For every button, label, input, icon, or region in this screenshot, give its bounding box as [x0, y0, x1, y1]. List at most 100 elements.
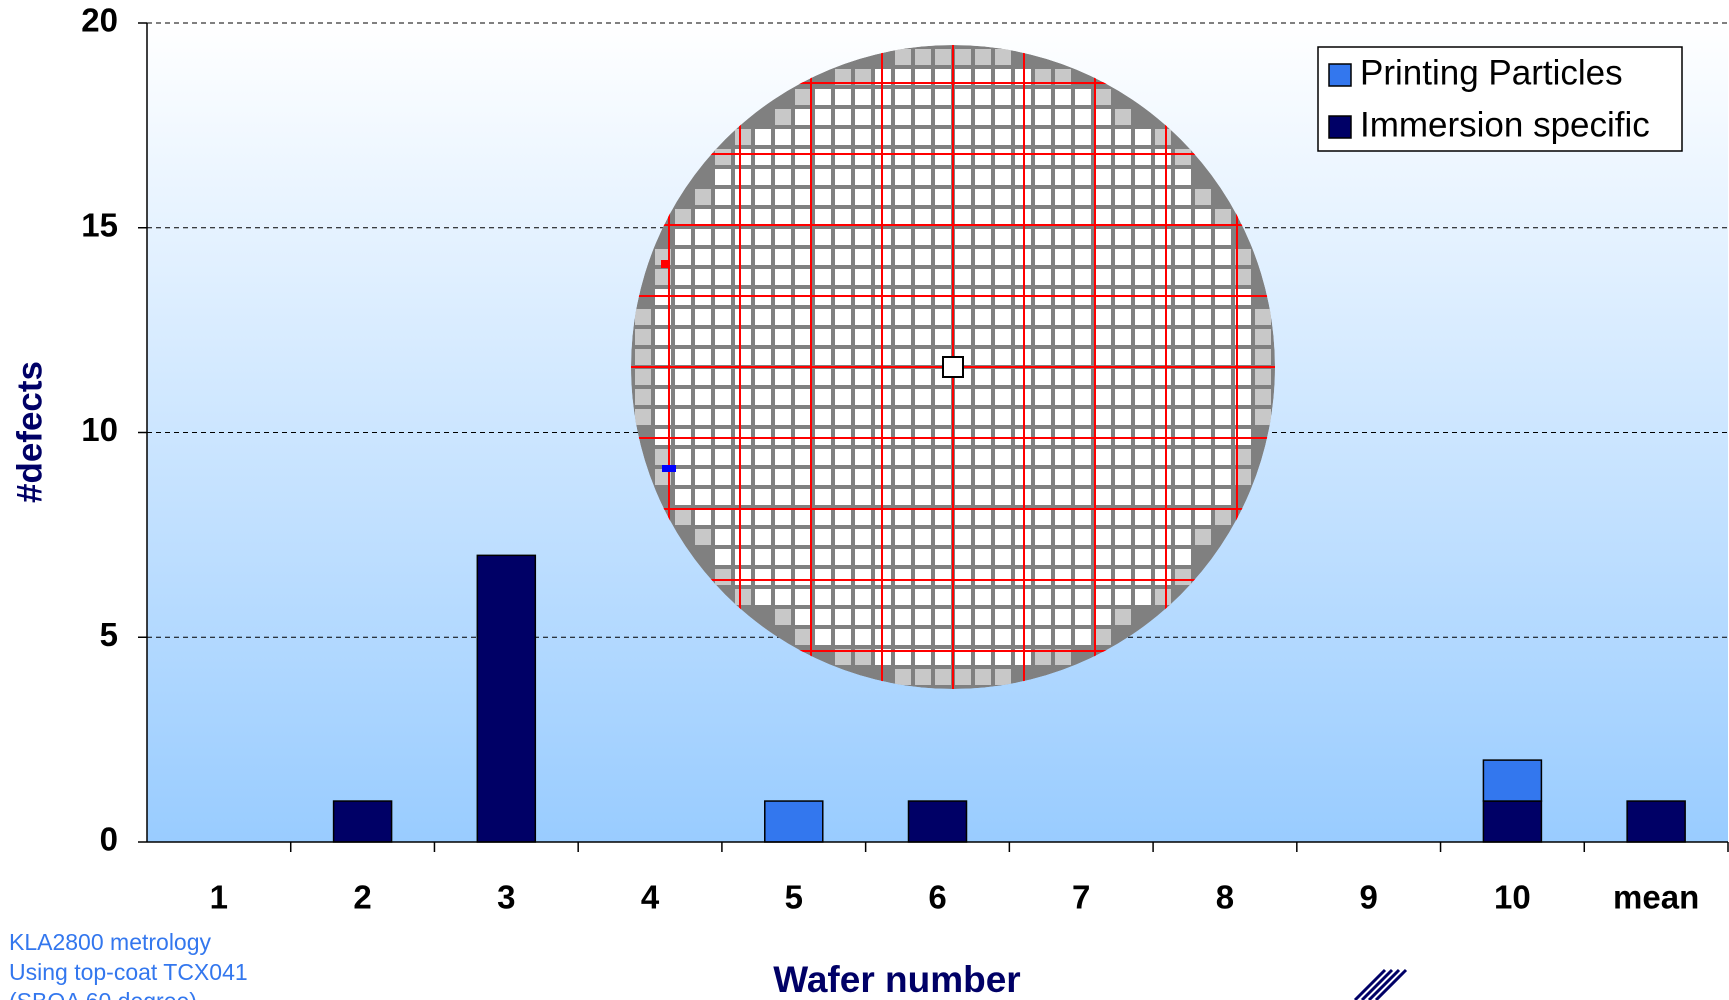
x-tick-label: 2: [353, 879, 371, 916]
die: [675, 269, 691, 285]
die: [1215, 309, 1231, 325]
die: [1035, 149, 1051, 165]
die: [1195, 489, 1211, 505]
die: [795, 469, 811, 485]
die: [1155, 449, 1171, 465]
die-edge: [1155, 129, 1171, 145]
die: [1095, 369, 1111, 385]
die: [735, 329, 751, 345]
die: [995, 169, 1011, 185]
die: [795, 109, 811, 125]
die: [935, 569, 951, 585]
die: [995, 489, 1011, 505]
die: [775, 509, 791, 525]
die: [695, 449, 711, 465]
die: [1075, 369, 1091, 385]
die: [935, 249, 951, 265]
die: [835, 189, 851, 205]
die: [1035, 349, 1051, 365]
die-edge: [995, 669, 1011, 685]
die-edge: [775, 609, 791, 625]
die: [715, 449, 731, 465]
die: [795, 129, 811, 145]
die: [775, 409, 791, 425]
die: [755, 509, 771, 525]
die: [735, 149, 751, 165]
die: [715, 209, 731, 225]
die: [755, 249, 771, 265]
die: [755, 169, 771, 185]
die: [995, 269, 1011, 285]
die: [1195, 369, 1211, 385]
die: [835, 409, 851, 425]
die: [1035, 389, 1051, 405]
die: [815, 309, 831, 325]
die: [755, 129, 771, 145]
die: [1115, 309, 1131, 325]
die: [955, 449, 971, 465]
die: [1055, 89, 1071, 105]
die: [1175, 409, 1191, 425]
die: [1155, 169, 1171, 185]
x-tick-label: 4: [641, 879, 660, 916]
die: [1075, 569, 1091, 585]
die: [775, 469, 791, 485]
die: [915, 409, 931, 425]
die: [775, 229, 791, 245]
die: [1175, 369, 1191, 385]
die: [695, 469, 711, 485]
die: [675, 349, 691, 365]
die: [1035, 189, 1051, 205]
die: [795, 169, 811, 185]
die: [1095, 589, 1111, 605]
die: [1035, 229, 1051, 245]
die: [835, 269, 851, 285]
die: [955, 529, 971, 545]
bar: [909, 801, 967, 842]
die: [895, 409, 911, 425]
die: [895, 209, 911, 225]
die: [915, 389, 931, 405]
die: [1115, 249, 1131, 265]
die: [1035, 629, 1051, 645]
die-edge: [1255, 329, 1271, 345]
die-edge: [1255, 409, 1271, 425]
die: [935, 169, 951, 185]
die: [1035, 109, 1051, 125]
die-edge: [795, 89, 811, 105]
die: [935, 529, 951, 545]
die: [715, 349, 731, 365]
die: [815, 329, 831, 345]
die: [955, 109, 971, 125]
die: [915, 529, 931, 545]
die: [1115, 349, 1131, 365]
die: [1115, 549, 1131, 565]
chart: #defects Wafer number KLA2800 metrology …: [0, 0, 1729, 1000]
die: [735, 509, 751, 525]
die: [715, 389, 731, 405]
die-edge: [975, 49, 991, 65]
die: [855, 209, 871, 225]
die: [815, 449, 831, 465]
die-edge: [895, 49, 911, 65]
die: [795, 509, 811, 525]
die: [895, 389, 911, 405]
die: [835, 169, 851, 185]
die: [975, 469, 991, 485]
die: [815, 549, 831, 565]
die: [1075, 549, 1091, 565]
die: [1095, 509, 1111, 525]
die: [695, 349, 711, 365]
die: [975, 129, 991, 145]
die: [1135, 589, 1151, 605]
die: [795, 449, 811, 465]
die: [1075, 329, 1091, 345]
die: [735, 569, 751, 585]
y-tick-label: 10: [81, 411, 118, 448]
die: [1075, 189, 1091, 205]
y-axis-title: #defects: [10, 361, 49, 503]
die: [1135, 549, 1151, 565]
die: [895, 329, 911, 345]
die: [1095, 109, 1111, 125]
die: [975, 369, 991, 385]
